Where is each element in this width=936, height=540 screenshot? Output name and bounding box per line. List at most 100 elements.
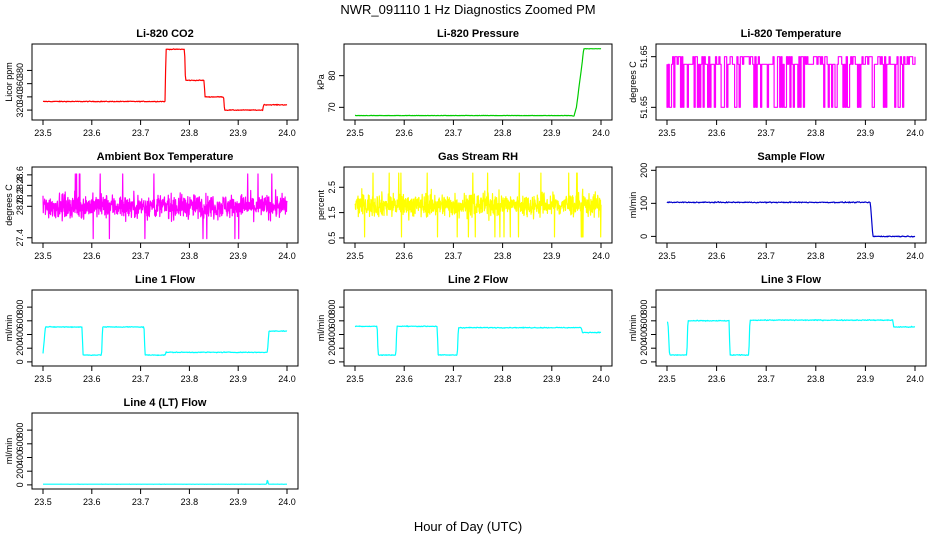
plot-frame <box>343 166 613 244</box>
x-tick-label: 24.0 <box>592 128 610 138</box>
data-series-line <box>42 48 288 112</box>
x-tick-label: 23.9 <box>543 128 561 138</box>
x-tick-label: 24.0 <box>906 128 924 138</box>
x-tick-label: 23.6 <box>395 374 413 384</box>
y-axis-label: degrees C <box>628 61 638 103</box>
y-tick-label: 27.4 <box>15 229 25 247</box>
x-tick-label: 23.7 <box>445 374 463 384</box>
panels: Li-820 CO2 Licor ppm 23.5 23.6 23.7 23.8 23.9 2… <box>4 28 927 507</box>
x-tick-label: 23.6 <box>83 374 101 384</box>
y-tick-label: 0 <box>639 234 649 239</box>
y-tick-label: 80 <box>327 71 337 81</box>
y-tick-label: 200 <box>639 163 649 178</box>
x-tick-label: 23.6 <box>395 128 413 138</box>
plot-frame <box>31 289 299 367</box>
plot-frame <box>31 166 299 244</box>
x-tick-label: 23.9 <box>543 374 561 384</box>
x-tick-label: 23.7 <box>132 497 150 507</box>
chart-panel-7: Line 1 Flow ml/min 23.5 23.6 23.7 23.8 23.9 24.… <box>4 274 299 384</box>
y-tick-label: 360 <box>15 76 25 91</box>
x-tick-label: 23.8 <box>494 128 512 138</box>
data-series-line <box>666 56 916 108</box>
x-tick-label: 24.0 <box>592 374 610 384</box>
y-axis-label: Licor ppm <box>4 62 14 102</box>
x-tick-label: 23.5 <box>34 497 52 507</box>
x-tick-label: 24.0 <box>906 251 924 261</box>
x-tick-label: 23.5 <box>658 128 676 138</box>
x-tick-label: 23.6 <box>83 497 101 507</box>
data-series-line <box>354 172 602 238</box>
data-series-line <box>42 173 288 240</box>
y-axis-label: kPa <box>316 74 326 90</box>
y-axis-label: percent <box>316 189 326 220</box>
y-tick-label: 51.65 <box>639 45 649 68</box>
x-tick-label: 23.9 <box>229 374 247 384</box>
x-tick-label: 23.6 <box>708 251 726 261</box>
plot-frame <box>31 412 299 490</box>
y-tick-label: 600 <box>639 313 649 328</box>
chart-panel-5: Gas Stream RH percent 23.5 23.6 23.7 23.8 23.9… <box>316 151 613 261</box>
y-tick-label: 340 <box>15 89 25 104</box>
panel-title: Sample Flow <box>757 151 825 163</box>
x-tick-label: 23.7 <box>757 251 775 261</box>
x-tick-label: 23.7 <box>132 251 150 261</box>
y-tick-label: 0 <box>15 359 25 364</box>
x-tick-label: 23.6 <box>83 128 101 138</box>
x-tick-label: 23.5 <box>34 251 52 261</box>
panel-title: Line 4 (LT) Flow <box>124 397 207 409</box>
plot-frame <box>655 289 927 367</box>
x-tick-label: 24.0 <box>278 128 296 138</box>
y-tick-label: 800 <box>639 300 649 315</box>
y-tick-label: 0 <box>15 482 25 487</box>
figure-title: NWR_091110 1 Hz Diagnostics Zoomed PM <box>340 2 595 17</box>
chart-panel-10: Line 4 (LT) Flow ml/min 23.5 23.6 23.7 23.8 23… <box>4 397 299 507</box>
y-tick-label: 100 <box>639 196 649 211</box>
chart-panel-8: Line 2 Flow ml/min 23.5 23.6 23.7 23.8 23.9 24.… <box>316 274 613 384</box>
y-tick-label: 28.6 <box>15 166 25 184</box>
panel-title: Line 1 Flow <box>135 274 195 286</box>
x-tick-label: 23.9 <box>543 251 561 261</box>
x-tick-label: 23.5 <box>658 374 676 384</box>
x-tick-label: 23.8 <box>807 128 825 138</box>
y-tick-label: 400 <box>15 450 25 465</box>
data-series-line <box>42 325 288 357</box>
x-tick-label: 23.8 <box>807 374 825 384</box>
y-tick-label: 70 <box>327 102 337 112</box>
x-tick-label: 23.5 <box>34 128 52 138</box>
data-series-line <box>43 479 287 485</box>
panel-title: Li-820 CO2 <box>136 28 193 40</box>
plot-frame <box>343 43 613 121</box>
panel-title: Ambient Box Temperature <box>97 151 234 163</box>
y-axis-label: ml/min <box>628 315 638 342</box>
x-tick-label: 23.8 <box>807 251 825 261</box>
plot-frame <box>343 289 613 367</box>
data-series-line <box>666 201 916 238</box>
x-tick-label: 23.5 <box>346 251 364 261</box>
x-tick-label: 23.7 <box>445 128 463 138</box>
data-series-line <box>354 48 602 117</box>
x-tick-label: 23.6 <box>83 251 101 261</box>
x-tick-label: 24.0 <box>592 251 610 261</box>
y-tick-label: 320 <box>15 103 25 118</box>
x-tick-label: 23.9 <box>229 251 247 261</box>
x-tick-label: 23.5 <box>346 374 364 384</box>
y-tick-label: 800 <box>327 300 337 315</box>
x-tick-label: 23.7 <box>132 128 150 138</box>
chart-panel-6: Sample Flow ml/min 23.5 23.6 23.7 23.8 23.9 24.… <box>628 151 927 261</box>
y-axis-label: ml/min <box>4 315 14 342</box>
y-tick-label: 0 <box>639 359 649 364</box>
y-tick-label: 400 <box>15 327 25 342</box>
y-tick-label: 600 <box>15 313 25 328</box>
data-series-line <box>354 325 602 356</box>
x-tick-label: 23.5 <box>658 251 676 261</box>
panel-title: Li-820 Temperature <box>741 28 842 40</box>
y-axis-label: ml/min <box>4 438 14 465</box>
x-tick-label: 23.5 <box>346 128 364 138</box>
figure-xlabel: Hour of Day (UTC) <box>414 519 522 534</box>
y-axis-label: ml/min <box>628 192 638 219</box>
x-tick-label: 23.9 <box>229 497 247 507</box>
y-tick-label: 600 <box>15 436 25 451</box>
x-tick-label: 23.8 <box>181 374 199 384</box>
x-tick-label: 23.7 <box>445 251 463 261</box>
